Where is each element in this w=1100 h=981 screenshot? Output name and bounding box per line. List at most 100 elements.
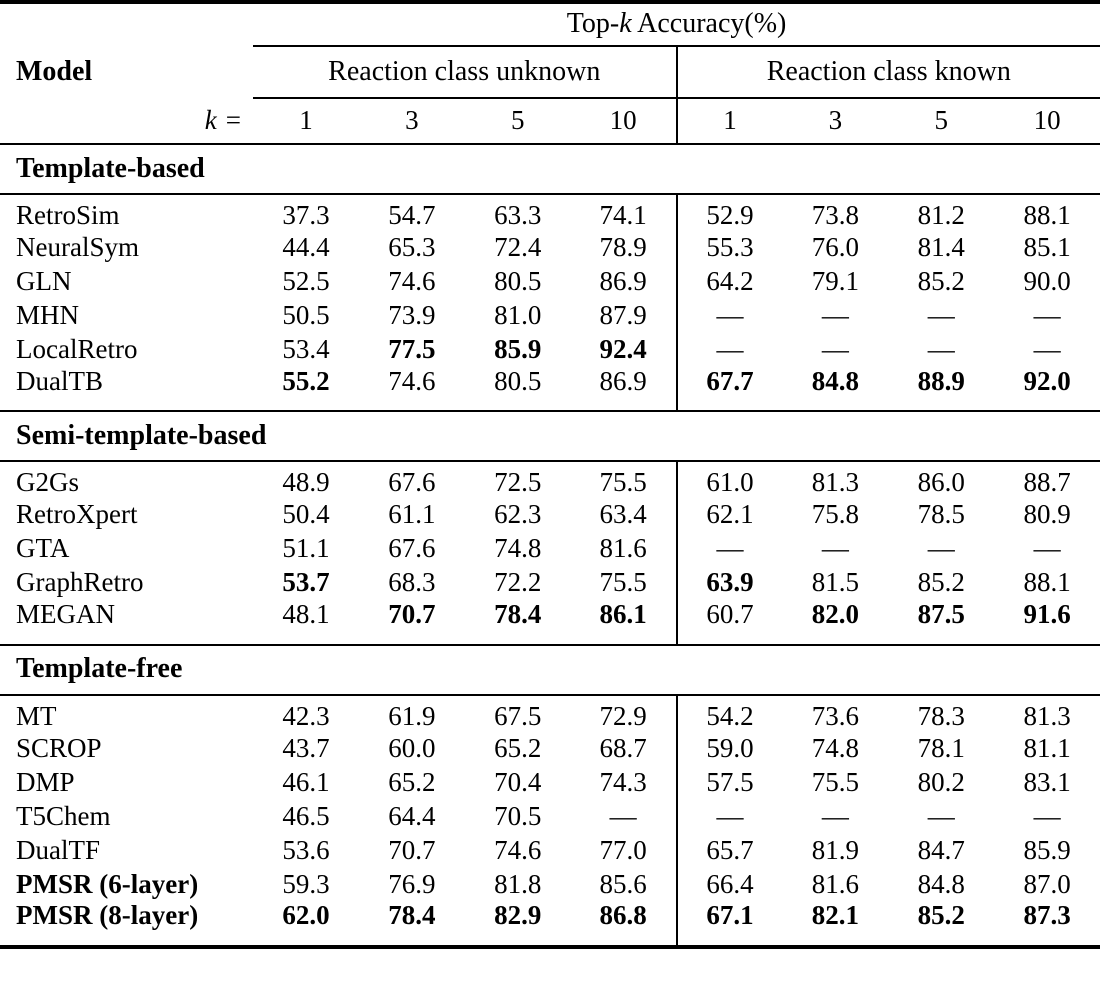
value-cell: 81.5 xyxy=(811,567,859,598)
value-cell: 51.1 xyxy=(282,533,330,564)
value-cell: 70.7 xyxy=(388,600,436,630)
value-cell: 84.8 xyxy=(811,366,859,396)
value-cell: 78.9 xyxy=(599,231,647,262)
model-name: LocalRetro xyxy=(16,333,138,364)
value-cell: 62.0 xyxy=(282,901,330,931)
value-cell: 67.7 xyxy=(675,366,783,412)
value-cell: 68.7 xyxy=(599,732,647,763)
section-header-row: Template-free xyxy=(0,643,1100,696)
model-name: PMSR (6-layer) xyxy=(16,868,199,899)
value-cell: 70.7 xyxy=(388,834,436,865)
value-cell: 85.2 xyxy=(917,901,965,931)
value-cell: — xyxy=(1033,800,1061,831)
k-column-header: 10 xyxy=(570,98,677,145)
value-cell: — xyxy=(675,332,783,367)
model-name: SCROP xyxy=(16,732,102,763)
value-cell: 54.2 xyxy=(675,694,783,732)
value-cell: 86.9 xyxy=(599,265,647,296)
value-cell: 81.8 xyxy=(494,868,542,899)
value-cell: 87.3 xyxy=(1023,901,1071,931)
table-row: DualTF 53.6 70.7 74.6 77.0 65.7 81.9 84.7 85.9 xyxy=(0,833,1100,868)
value-cell: 64.4 xyxy=(388,800,436,831)
value-cell: 64.2 xyxy=(675,264,783,299)
k-italic: k xyxy=(204,104,217,135)
header-row-topk: Top-k Accuracy(%) xyxy=(0,2,1100,47)
value-cell: — xyxy=(821,299,849,330)
value-cell: 88.7 xyxy=(1023,467,1071,498)
table-row: RetroXpert 50.4 61.1 62.3 63.4 62.1 75.8 78.5 80… xyxy=(0,498,1100,533)
value-cell: 83.1 xyxy=(1023,766,1071,797)
value-cell: 65.2 xyxy=(388,766,436,797)
model-name: T5Chem xyxy=(16,800,111,831)
value-cell: 75.5 xyxy=(599,567,647,598)
value-cell: 74.6 xyxy=(388,265,436,296)
value-cell: 79.1 xyxy=(811,265,859,296)
value-cell: — xyxy=(675,532,783,567)
value-cell: 85.9 xyxy=(494,333,542,364)
model-name: GTA xyxy=(16,533,70,564)
value-cell: 53.7 xyxy=(282,567,330,598)
value-cell: 78.4 xyxy=(494,600,542,630)
value-cell: 43.7 xyxy=(282,732,330,763)
value-cell: 81.1 xyxy=(1023,732,1071,763)
value-cell: — xyxy=(1033,333,1061,364)
topk-accuracy-header: Top-k Accuracy(%) xyxy=(253,2,1100,47)
section-title: Template-based xyxy=(0,143,1100,195)
value-cell: 81.6 xyxy=(599,533,647,564)
section-title: Semi-template-based xyxy=(0,410,1100,463)
value-cell: 87.9 xyxy=(599,299,647,330)
value-cell: 82.9 xyxy=(494,901,542,931)
value-cell: 87.0 xyxy=(1023,868,1071,899)
value-cell: 59.3 xyxy=(282,868,330,899)
value-cell: 86.0 xyxy=(917,467,965,498)
header-row-groups: Model Reaction class unknown Reaction cl… xyxy=(0,46,1100,99)
value-cell: 86.8 xyxy=(599,901,647,931)
value-cell: 37.3 xyxy=(282,200,330,230)
results-table: Top-k Accuracy(%) Model Reaction class u… xyxy=(0,0,1100,950)
value-cell: 92.0 xyxy=(1023,366,1071,396)
value-cell: 85.2 xyxy=(917,265,965,296)
k-column-header: 10 xyxy=(994,98,1100,145)
value-cell: 80.2 xyxy=(917,766,965,797)
value-cell: 74.3 xyxy=(599,766,647,797)
table-row: GraphRetro 53.7 68.3 72.2 75.5 63.9 81.5 85.2 88… xyxy=(0,566,1100,601)
value-cell: — xyxy=(1033,299,1061,330)
table-row: MHN 50.5 73.9 81.0 87.9 — — — — xyxy=(0,298,1100,333)
value-cell: 52.5 xyxy=(282,265,330,296)
model-name: NeuralSym xyxy=(16,231,139,262)
value-cell: 59.0 xyxy=(675,731,783,766)
table-row: LocalRetro 53.4 77.5 85.9 92.4 — — — — xyxy=(0,332,1100,367)
model-name: DualTB xyxy=(16,366,103,396)
value-cell: 60.0 xyxy=(388,732,436,763)
value-cell: 81.3 xyxy=(1023,700,1071,731)
k-column-header: 3 xyxy=(782,98,889,145)
section-title: Template-free xyxy=(0,643,1100,696)
value-cell: 54.7 xyxy=(388,200,436,230)
table-row: GTA 51.1 67.6 74.8 81.6 — — — — xyxy=(0,532,1100,567)
value-cell: 72.5 xyxy=(494,467,542,498)
value-cell: 55.2 xyxy=(282,366,330,396)
model-name: MT xyxy=(16,700,57,731)
table-row: DualTB 55.2 74.6 80.5 86.9 67.7 84.8 88.9 92.0 xyxy=(0,366,1100,412)
value-cell: 81.3 xyxy=(811,467,859,498)
value-cell: 88.9 xyxy=(917,366,965,396)
model-name: RetroSim xyxy=(16,200,120,230)
value-cell: 72.4 xyxy=(494,231,542,262)
value-cell: 62.1 xyxy=(675,498,783,533)
table-row: RetroSim 37.3 54.7 63.3 74.1 52.9 73.8 81.2 88.1 xyxy=(0,194,1100,231)
value-cell: 82.1 xyxy=(811,901,859,931)
k-column-header: 1 xyxy=(253,98,359,145)
value-cell: 81.0 xyxy=(494,299,542,330)
value-cell: 82.0 xyxy=(811,600,859,630)
value-cell: 67.1 xyxy=(675,901,783,948)
model-name: G2Gs xyxy=(16,467,80,498)
model-name: DualTF xyxy=(16,834,100,865)
value-cell: 88.1 xyxy=(1023,567,1071,598)
value-cell: 84.8 xyxy=(917,868,965,899)
value-cell: 65.7 xyxy=(675,833,783,868)
value-cell: 67.6 xyxy=(388,533,436,564)
table-body: Template-based RetroSim 37.3 54.7 63.3 74.1 52… xyxy=(0,143,1100,948)
model-name: GLN xyxy=(16,265,72,296)
value-cell: — xyxy=(927,800,955,831)
value-cell: 72.2 xyxy=(494,567,542,598)
